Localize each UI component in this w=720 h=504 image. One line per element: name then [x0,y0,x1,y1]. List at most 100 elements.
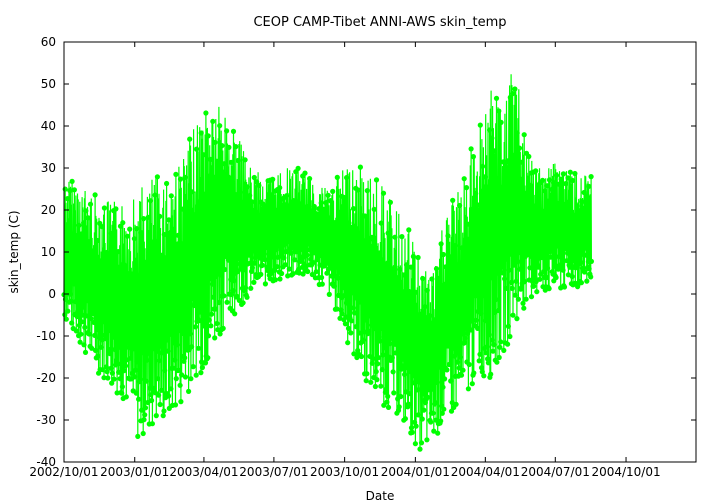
data-point [88,315,94,322]
data-point [372,383,378,390]
data-point [135,433,141,439]
data-point [304,204,310,210]
data-point [288,250,294,256]
data-point [199,364,205,371]
data-point [508,279,515,286]
data-point [237,189,244,195]
data-point [124,233,130,239]
x-axis-label: Date [366,489,395,503]
data-point [167,331,173,337]
data-point [579,199,585,205]
x-tick-label: 2004/07/01 [521,465,590,479]
data-point [186,388,192,394]
data-point [125,340,131,346]
data-point [196,199,202,205]
y-tick-label: 20 [41,203,56,217]
data-point [482,174,488,180]
data-point [502,276,508,282]
data-point [556,181,562,187]
data-point [415,254,421,261]
data-point [83,313,89,319]
data-point [473,190,479,197]
data-point [570,177,576,184]
data-point [159,387,165,393]
data-point [320,206,327,212]
data-point [447,361,453,367]
data-point [179,330,185,336]
data-point [219,143,225,149]
data-point [435,430,441,436]
data-point [495,307,501,314]
data-point [419,416,425,422]
data-point [583,193,590,199]
data-point [558,176,564,182]
data-point [465,331,471,337]
data-point [228,159,234,165]
data-point [352,310,358,316]
data-point [177,176,184,182]
data-point [74,233,80,239]
data-point [477,351,483,357]
data-point [431,317,437,323]
data-point [378,325,385,331]
data-point [350,206,357,212]
data-point [101,375,107,381]
data-point [182,174,188,180]
data-point [491,148,497,154]
data-point [179,372,185,378]
data-point [391,390,397,396]
data-point [462,340,468,346]
data-point [129,271,135,277]
data-point [132,367,139,373]
data-point [225,257,232,263]
data-point [405,401,411,407]
data-point [146,350,152,356]
data-point [224,299,230,305]
data-point [447,254,453,260]
y-axis-label: skin_temp (C) [7,210,21,293]
data-point [440,384,446,390]
data-point [188,376,194,382]
data-point [133,390,139,396]
data-point [475,202,481,208]
data-point [534,289,540,295]
data-point [116,344,122,350]
data-point [234,293,240,299]
data-point [89,345,95,351]
data-point [378,383,384,389]
data-point [581,269,588,275]
data-point [82,349,89,355]
y-tick-label: 50 [41,77,56,91]
data-point [390,369,396,375]
data-point [207,276,213,282]
data-point [160,413,166,419]
data-point [221,293,227,299]
data-point [174,342,180,348]
data-point [238,266,244,272]
data-point [216,299,222,306]
data-point [430,410,436,416]
data-point [251,174,257,181]
data-point [549,186,555,192]
data-point [483,350,489,356]
data-point [92,332,98,338]
data-point [165,348,171,354]
data-point [116,369,122,375]
data-point [413,423,419,429]
data-point [123,394,129,400]
plot-frame [63,41,697,463]
data-point [478,365,485,371]
data-point [582,245,588,251]
data-point [254,179,260,185]
data-point [488,371,494,377]
data-point [178,399,184,405]
data-point [121,368,127,374]
data-point [576,208,583,214]
data-point [356,330,362,336]
data-point [565,175,571,181]
data-point [124,357,130,363]
data-point [533,279,539,285]
data-point [334,174,340,180]
data-point [161,231,167,238]
data-point [503,285,509,291]
